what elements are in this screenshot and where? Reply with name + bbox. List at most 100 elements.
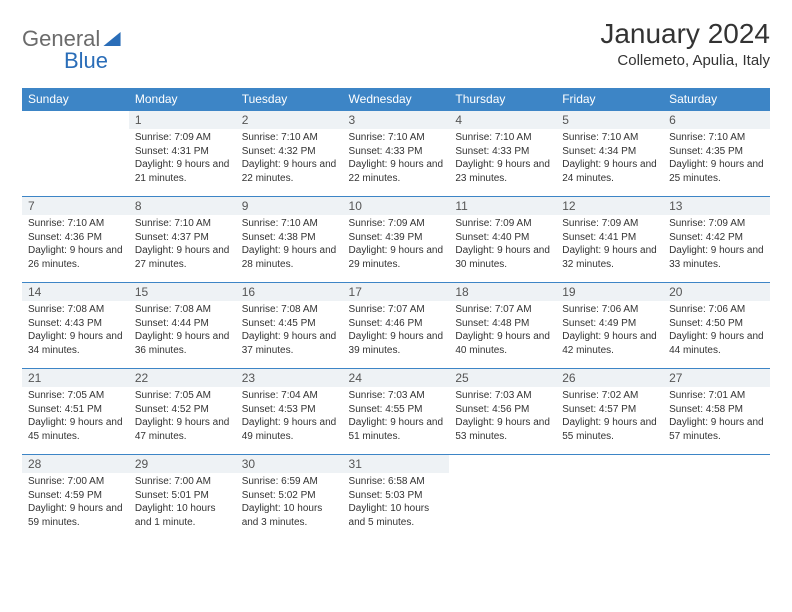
day-details: Sunrise: 7:10 AMSunset: 4:34 PMDaylight:… [556, 129, 663, 189]
day-details: Sunrise: 7:08 AMSunset: 4:45 PMDaylight:… [236, 301, 343, 361]
daylight-line: Daylight: 9 hours and 21 minutes. [135, 158, 230, 185]
daylight-line: Daylight: 9 hours and 30 minutes. [455, 244, 550, 271]
sunset-line: Sunset: 4:52 PM [135, 403, 230, 417]
day-number: 29 [129, 455, 236, 473]
daylight-line: Daylight: 10 hours and 3 minutes. [242, 502, 337, 529]
sunset-line: Sunset: 4:35 PM [669, 145, 764, 159]
day-number: 30 [236, 455, 343, 473]
sunrise-line: Sunrise: 7:09 AM [562, 217, 657, 231]
daylight-line: Daylight: 9 hours and 24 minutes. [562, 158, 657, 185]
daylight-line: Daylight: 9 hours and 57 minutes. [669, 416, 764, 443]
sunrise-line: Sunrise: 7:09 AM [455, 217, 550, 231]
day-details: Sunrise: 7:10 AMSunset: 4:36 PMDaylight:… [22, 215, 129, 275]
sunrise-line: Sunrise: 7:10 AM [242, 217, 337, 231]
day-number: 7 [22, 197, 129, 215]
daylight-line: Daylight: 9 hours and 37 minutes. [242, 330, 337, 357]
sunrise-line: Sunrise: 7:09 AM [349, 217, 444, 231]
sunrise-line: Sunrise: 7:10 AM [455, 131, 550, 145]
day-details: Sunrise: 7:05 AMSunset: 4:51 PMDaylight:… [22, 387, 129, 447]
calendar-cell: 30Sunrise: 6:59 AMSunset: 5:02 PMDayligh… [236, 455, 343, 541]
sunrise-line: Sunrise: 7:10 AM [28, 217, 123, 231]
day-number: 20 [663, 283, 770, 301]
sunrise-line: Sunrise: 7:02 AM [562, 389, 657, 403]
sunset-line: Sunset: 4:32 PM [242, 145, 337, 159]
day-details: Sunrise: 7:08 AMSunset: 4:44 PMDaylight:… [129, 301, 236, 361]
day-number: 24 [343, 369, 450, 387]
day-number: 21 [22, 369, 129, 387]
day-details: Sunrise: 7:04 AMSunset: 4:53 PMDaylight:… [236, 387, 343, 447]
sunrise-line: Sunrise: 7:08 AM [28, 303, 123, 317]
sunset-line: Sunset: 4:37 PM [135, 231, 230, 245]
day-details: Sunrise: 6:58 AMSunset: 5:03 PMDaylight:… [343, 473, 450, 533]
daylight-line: Daylight: 9 hours and 34 minutes. [28, 330, 123, 357]
day-number: 16 [236, 283, 343, 301]
day-number: 5 [556, 111, 663, 129]
sunset-line: Sunset: 4:57 PM [562, 403, 657, 417]
sunset-line: Sunset: 4:55 PM [349, 403, 444, 417]
calendar-cell: 8Sunrise: 7:10 AMSunset: 4:37 PMDaylight… [129, 197, 236, 283]
sunrise-line: Sunrise: 7:00 AM [135, 475, 230, 489]
calendar-week-row: ..1Sunrise: 7:09 AMSunset: 4:31 PMDaylig… [22, 111, 770, 197]
calendar-cell: 19Sunrise: 7:06 AMSunset: 4:49 PMDayligh… [556, 283, 663, 369]
calendar-cell: 5Sunrise: 7:10 AMSunset: 4:34 PMDaylight… [556, 111, 663, 197]
calendar-cell: 16Sunrise: 7:08 AMSunset: 4:45 PMDayligh… [236, 283, 343, 369]
title-block: January 2024 Collemeto, Apulia, Italy [600, 18, 770, 69]
day-details: Sunrise: 7:03 AMSunset: 4:55 PMDaylight:… [343, 387, 450, 447]
weekday-header: Sunday [22, 88, 129, 111]
logo: GeneralBlue [22, 18, 124, 74]
header: GeneralBlue January 2024 Collemeto, Apul… [22, 18, 770, 74]
calendar-cell: 10Sunrise: 7:09 AMSunset: 4:39 PMDayligh… [343, 197, 450, 283]
sunset-line: Sunset: 5:01 PM [135, 489, 230, 503]
calendar-cell: 12Sunrise: 7:09 AMSunset: 4:41 PMDayligh… [556, 197, 663, 283]
weekday-header: Thursday [449, 88, 556, 111]
day-number: 1 [129, 111, 236, 129]
sunset-line: Sunset: 5:03 PM [349, 489, 444, 503]
calendar-cell: 21Sunrise: 7:05 AMSunset: 4:51 PMDayligh… [22, 369, 129, 455]
daylight-line: Daylight: 10 hours and 5 minutes. [349, 502, 444, 529]
sunset-line: Sunset: 4:31 PM [135, 145, 230, 159]
daylight-line: Daylight: 9 hours and 26 minutes. [28, 244, 123, 271]
weekday-header: Saturday [663, 88, 770, 111]
calendar-cell: 1Sunrise: 7:09 AMSunset: 4:31 PMDaylight… [129, 111, 236, 197]
daylight-line: Daylight: 9 hours and 42 minutes. [562, 330, 657, 357]
sunrise-line: Sunrise: 7:03 AM [349, 389, 444, 403]
daylight-line: Daylight: 9 hours and 45 minutes. [28, 416, 123, 443]
day-details: Sunrise: 6:59 AMSunset: 5:02 PMDaylight:… [236, 473, 343, 533]
sunrise-line: Sunrise: 6:58 AM [349, 475, 444, 489]
sunset-line: Sunset: 4:43 PM [28, 317, 123, 331]
sunrise-line: Sunrise: 7:10 AM [669, 131, 764, 145]
calendar-cell: 17Sunrise: 7:07 AMSunset: 4:46 PMDayligh… [343, 283, 450, 369]
day-number: 10 [343, 197, 450, 215]
sunset-line: Sunset: 4:42 PM [669, 231, 764, 245]
day-details: Sunrise: 7:01 AMSunset: 4:58 PMDaylight:… [663, 387, 770, 447]
day-number: 12 [556, 197, 663, 215]
day-details: Sunrise: 7:07 AMSunset: 4:48 PMDaylight:… [449, 301, 556, 361]
sunrise-line: Sunrise: 7:01 AM [669, 389, 764, 403]
calendar-cell: 7Sunrise: 7:10 AMSunset: 4:36 PMDaylight… [22, 197, 129, 283]
calendar-week-row: 7Sunrise: 7:10 AMSunset: 4:36 PMDaylight… [22, 197, 770, 283]
day-details: Sunrise: 7:08 AMSunset: 4:43 PMDaylight:… [22, 301, 129, 361]
calendar-cell: 6Sunrise: 7:10 AMSunset: 4:35 PMDaylight… [663, 111, 770, 197]
day-number: 23 [236, 369, 343, 387]
day-number: 6 [663, 111, 770, 129]
logo-text-blue: Blue [64, 48, 108, 73]
daylight-line: Daylight: 9 hours and 32 minutes. [562, 244, 657, 271]
sunset-line: Sunset: 4:33 PM [349, 145, 444, 159]
calendar-cell: 9Sunrise: 7:10 AMSunset: 4:38 PMDaylight… [236, 197, 343, 283]
calendar-cell: 14Sunrise: 7:08 AMSunset: 4:43 PMDayligh… [22, 283, 129, 369]
calendar-cell: 25Sunrise: 7:03 AMSunset: 4:56 PMDayligh… [449, 369, 556, 455]
day-number: 19 [556, 283, 663, 301]
sunset-line: Sunset: 4:51 PM [28, 403, 123, 417]
calendar-header-row: SundayMondayTuesdayWednesdayThursdayFrid… [22, 88, 770, 111]
day-number: 28 [22, 455, 129, 473]
day-number: 22 [129, 369, 236, 387]
calendar-cell: 24Sunrise: 7:03 AMSunset: 4:55 PMDayligh… [343, 369, 450, 455]
day-details: Sunrise: 7:09 AMSunset: 4:31 PMDaylight:… [129, 129, 236, 189]
day-number: 18 [449, 283, 556, 301]
day-number: 14 [22, 283, 129, 301]
day-number: 13 [663, 197, 770, 215]
calendar-week-row: 21Sunrise: 7:05 AMSunset: 4:51 PMDayligh… [22, 369, 770, 455]
day-number: 3 [343, 111, 450, 129]
sunset-line: Sunset: 4:45 PM [242, 317, 337, 331]
daylight-line: Daylight: 9 hours and 40 minutes. [455, 330, 550, 357]
